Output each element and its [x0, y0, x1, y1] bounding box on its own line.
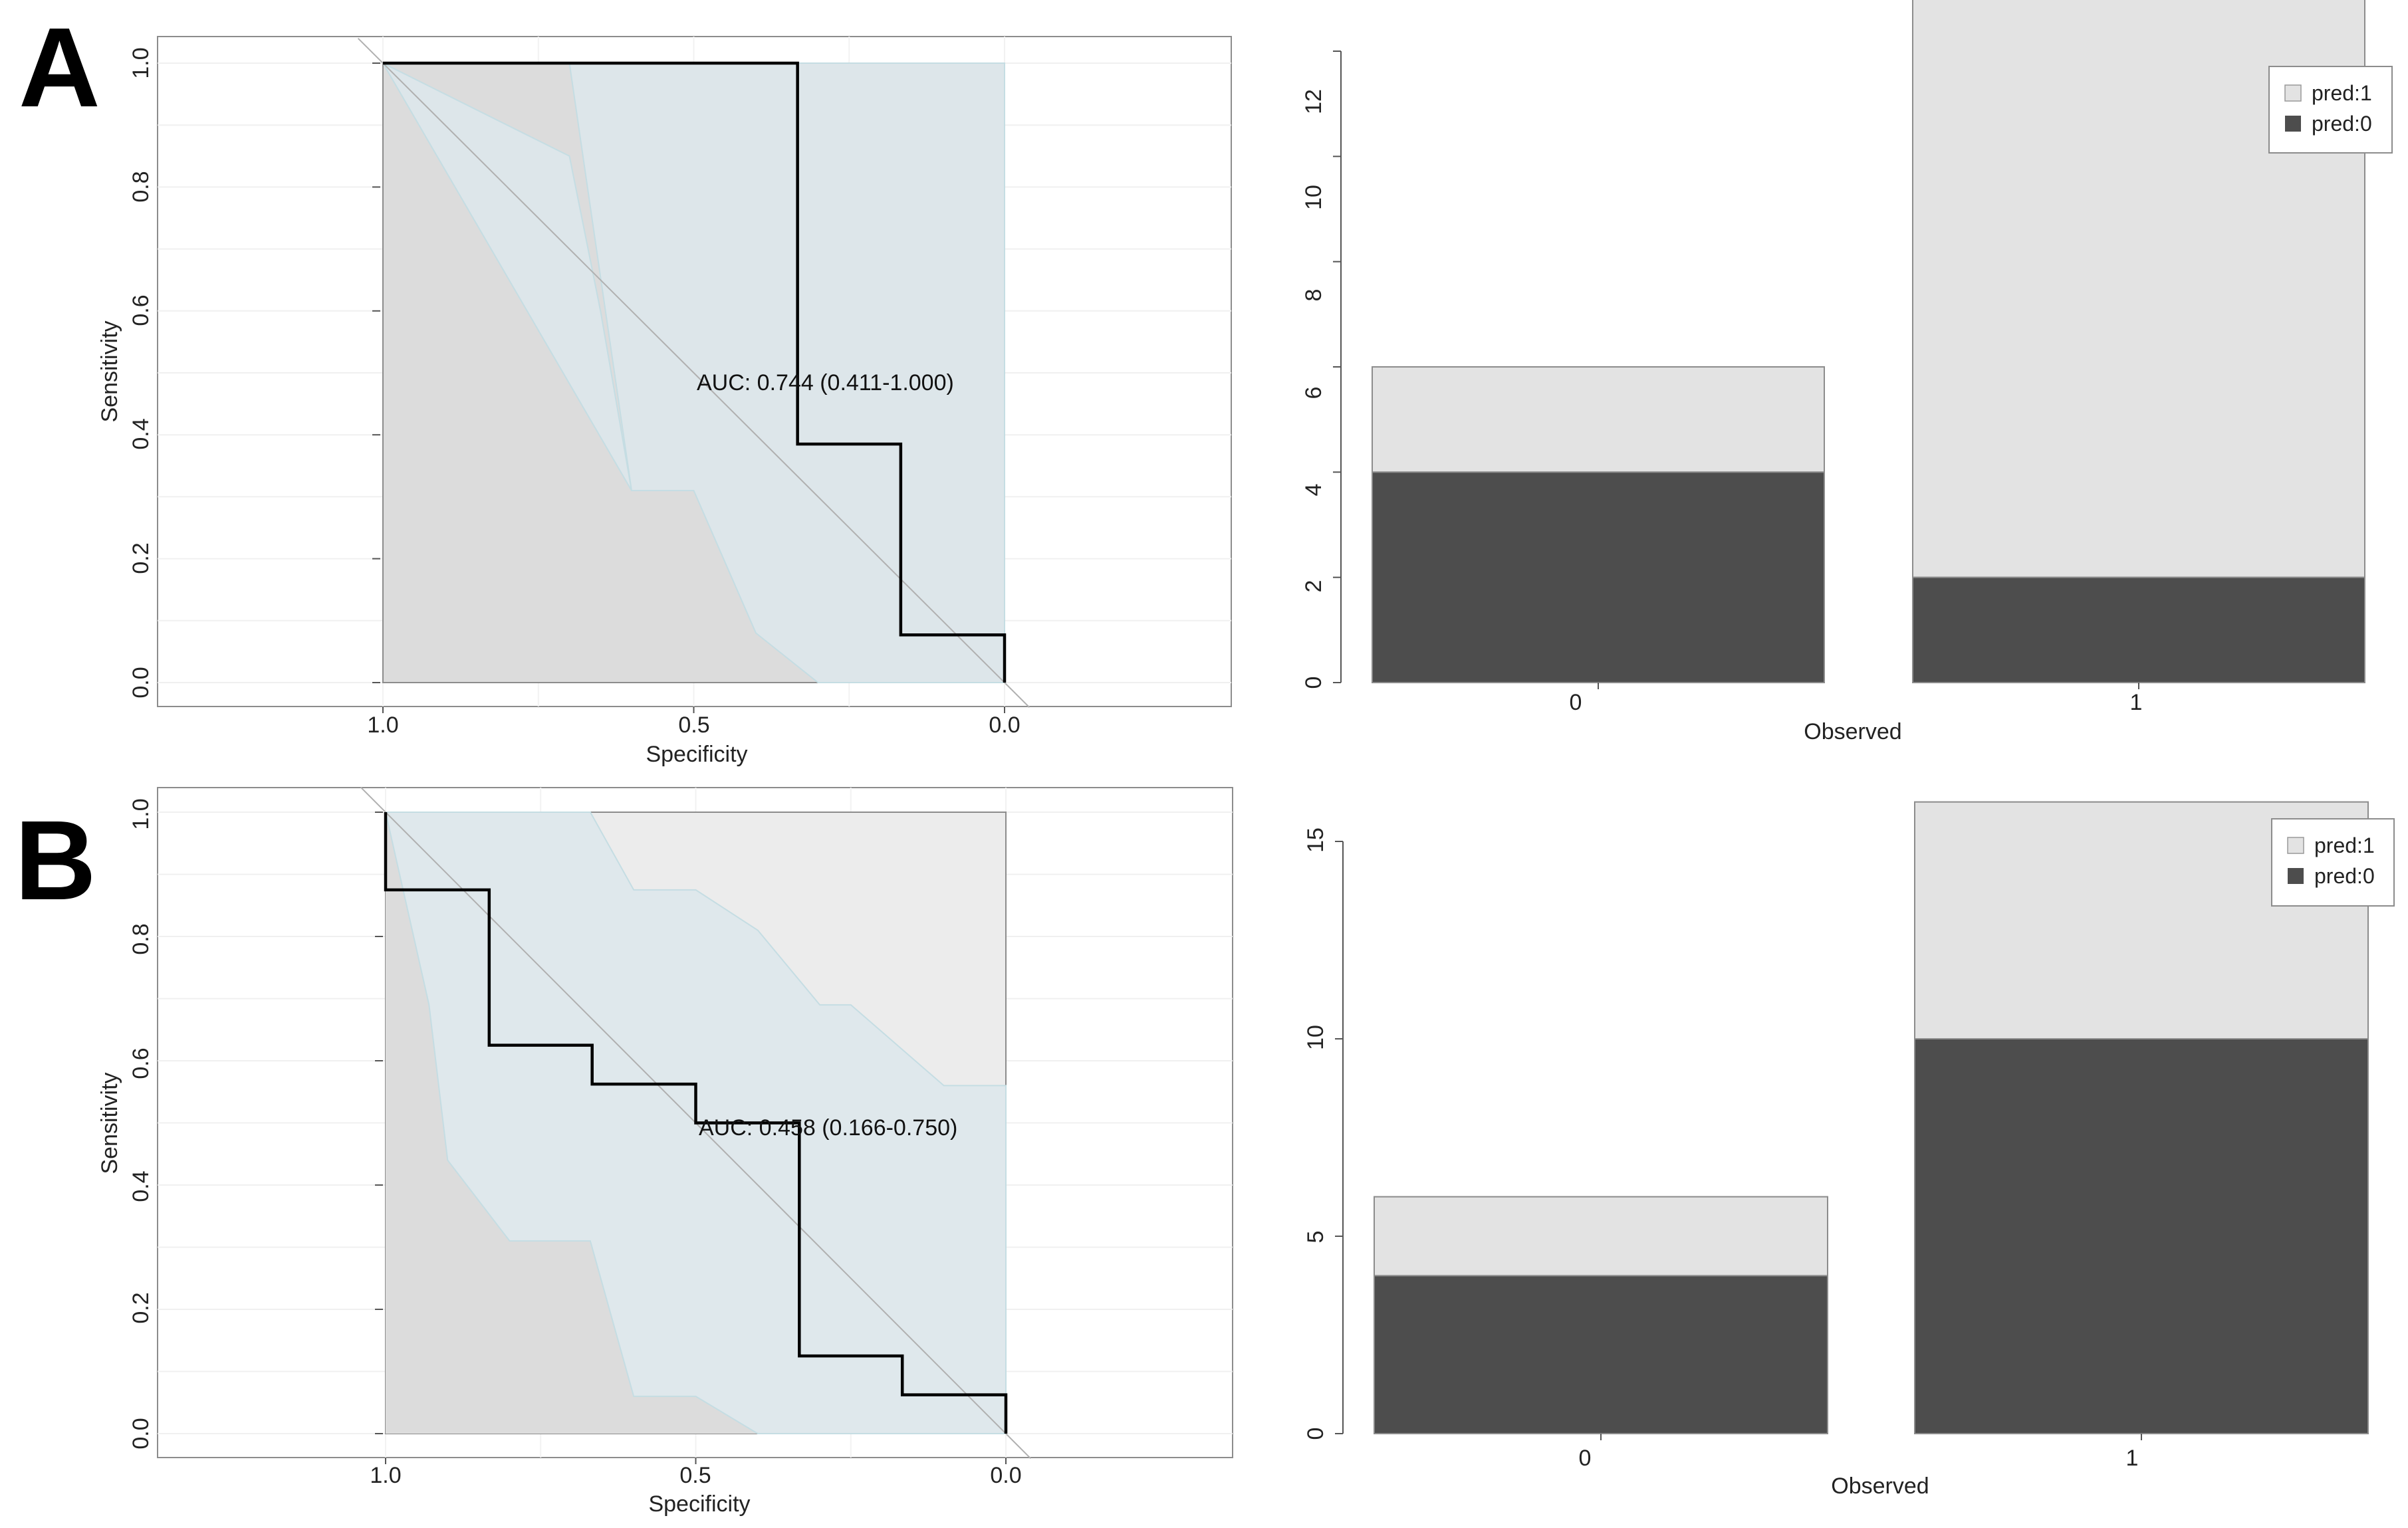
y-tick-label: 0	[1301, 677, 1326, 689]
bar-pred0	[1372, 471, 1825, 683]
x-tick-label: 0	[1570, 690, 1582, 715]
legend-label: pred:0	[2314, 864, 2375, 888]
legend-swatch-pred0	[2285, 116, 2301, 132]
y-tick-label: 0.4	[128, 418, 154, 449]
x-ticks	[1600, 1434, 2142, 1440]
roc-curve	[383, 61, 1007, 683]
auc-label: AUC: 0.744 (0.411-1.000)	[697, 370, 954, 395]
y-tick-label: 2	[1301, 580, 1326, 593]
y-ticks	[1333, 51, 1342, 683]
x-axis-title: Observed	[1831, 1473, 1929, 1499]
y-tick-label: 0.2	[128, 1292, 154, 1323]
legend: pred:1 pred:0	[2271, 818, 2395, 907]
x-tick-label: 0.0	[990, 1463, 1021, 1488]
x-tick-label: 1	[2126, 1446, 2139, 1471]
y-axis-title: Sensitivity	[97, 320, 122, 422]
panel-a: A 1.0 0.5 0.0 0.0 0.2 0.4 0.6 0.8 1.0 Sp…	[19, 0, 2393, 767]
y-tick-label: 0.8	[128, 171, 154, 202]
y-tick-label: 0.8	[128, 923, 154, 954]
bar-pred1	[1374, 1196, 1828, 1277]
y-tick-label: 1.0	[128, 798, 154, 829]
reference-diagonal	[357, 38, 1030, 708]
legend-label: pred:1	[2312, 81, 2372, 105]
y-tick-label: 0.0	[128, 667, 154, 698]
y-tick-label: 5	[1303, 1231, 1328, 1244]
y-tick-label: 4	[1301, 484, 1326, 496]
y-tick-label: 0.0	[128, 1418, 154, 1449]
x-ticks	[1598, 683, 2139, 689]
roc-chart-a: 1.0 0.5 0.0 0.0 0.2 0.4 0.6 0.8 1.0 Spec…	[97, 36, 1232, 767]
legend-box	[2271, 818, 2395, 907]
y-ticks	[1335, 841, 1344, 1434]
y-tick-label: 8	[1301, 289, 1326, 302]
y-tick-label: 10	[1301, 185, 1326, 210]
y-tick-label: 6	[1301, 387, 1326, 399]
legend: pred:1 pred:0	[2268, 66, 2393, 154]
y-tick-label: 12	[1301, 89, 1326, 114]
y-tick-label: 0.6	[128, 1047, 154, 1079]
y-tick-label: 10	[1303, 1025, 1328, 1050]
roc-chart-b: 1.0 0.5 0.0 0.0 0.2 0.4 0.6 0.8 1.0 Spec…	[97, 786, 1233, 1517]
bar-chart-b: 0 5 10 15 0 1 Observed pred:1 pred:0	[1303, 801, 2395, 1499]
bar-chart-a: 0 2 4 6 8 10 12 0 1 Observed pred:1 pred…	[1301, 0, 2393, 744]
legend-label: pred:0	[2312, 112, 2372, 136]
roc-curve	[384, 812, 1008, 1434]
x-tick-label: 0.0	[989, 712, 1020, 738]
x-axis-title: Specificity	[648, 1491, 750, 1517]
auc-label: AUC: 0.458 (0.166-0.750)	[699, 1115, 957, 1141]
legend-swatch-pred1	[2287, 837, 2304, 854]
x-ticks	[382, 707, 1005, 713]
y-ticks	[372, 62, 380, 683]
legend-box	[2268, 66, 2393, 154]
x-axis-title: Specificity	[646, 742, 747, 767]
y-axis-title: Sensitivity	[97, 1072, 122, 1174]
x-tick-label: 0.5	[678, 712, 709, 738]
y-tick-label: 15	[1303, 827, 1328, 853]
x-axis-title: Observed	[1804, 719, 1901, 744]
panel-letter-a: A	[19, 5, 100, 131]
panel-b: B 1.0 0.5 0.0 0.0 0.2 0.4 0.6 0.8 1.0 Sp…	[15, 786, 2395, 1517]
x-tick-label: 0.5	[679, 1463, 711, 1488]
lower-region	[386, 812, 1006, 1434]
x-tick-label: 1.0	[370, 1463, 401, 1488]
x-tick-label: 1.0	[367, 712, 398, 738]
x-tick-label: 1	[2130, 690, 2143, 715]
bar-pred0	[1374, 1275, 1828, 1435]
x-ticks	[385, 1458, 1007, 1464]
y-tick-label: 0.4	[128, 1170, 154, 1202]
y-tick-label: 1.0	[128, 47, 154, 78]
bars	[1374, 801, 2369, 1435]
bar-pred0	[1912, 576, 2365, 684]
bar-pred0	[1914, 1038, 2369, 1434]
bars	[1372, 0, 2365, 684]
y-tick-label: 0.6	[128, 294, 154, 326]
y-ticks	[375, 812, 383, 1434]
y-tick-label: 0	[1303, 1428, 1328, 1440]
legend-swatch-pred1	[2284, 84, 2302, 102]
x-tick-label: 0	[1579, 1446, 1592, 1471]
legend-swatch-pred0	[2288, 868, 2304, 884]
bar-pred1	[1372, 366, 1825, 473]
panel-letter-b: B	[15, 798, 96, 924]
y-tick-label: 0.2	[128, 542, 154, 574]
legend-label: pred:1	[2314, 833, 2375, 857]
